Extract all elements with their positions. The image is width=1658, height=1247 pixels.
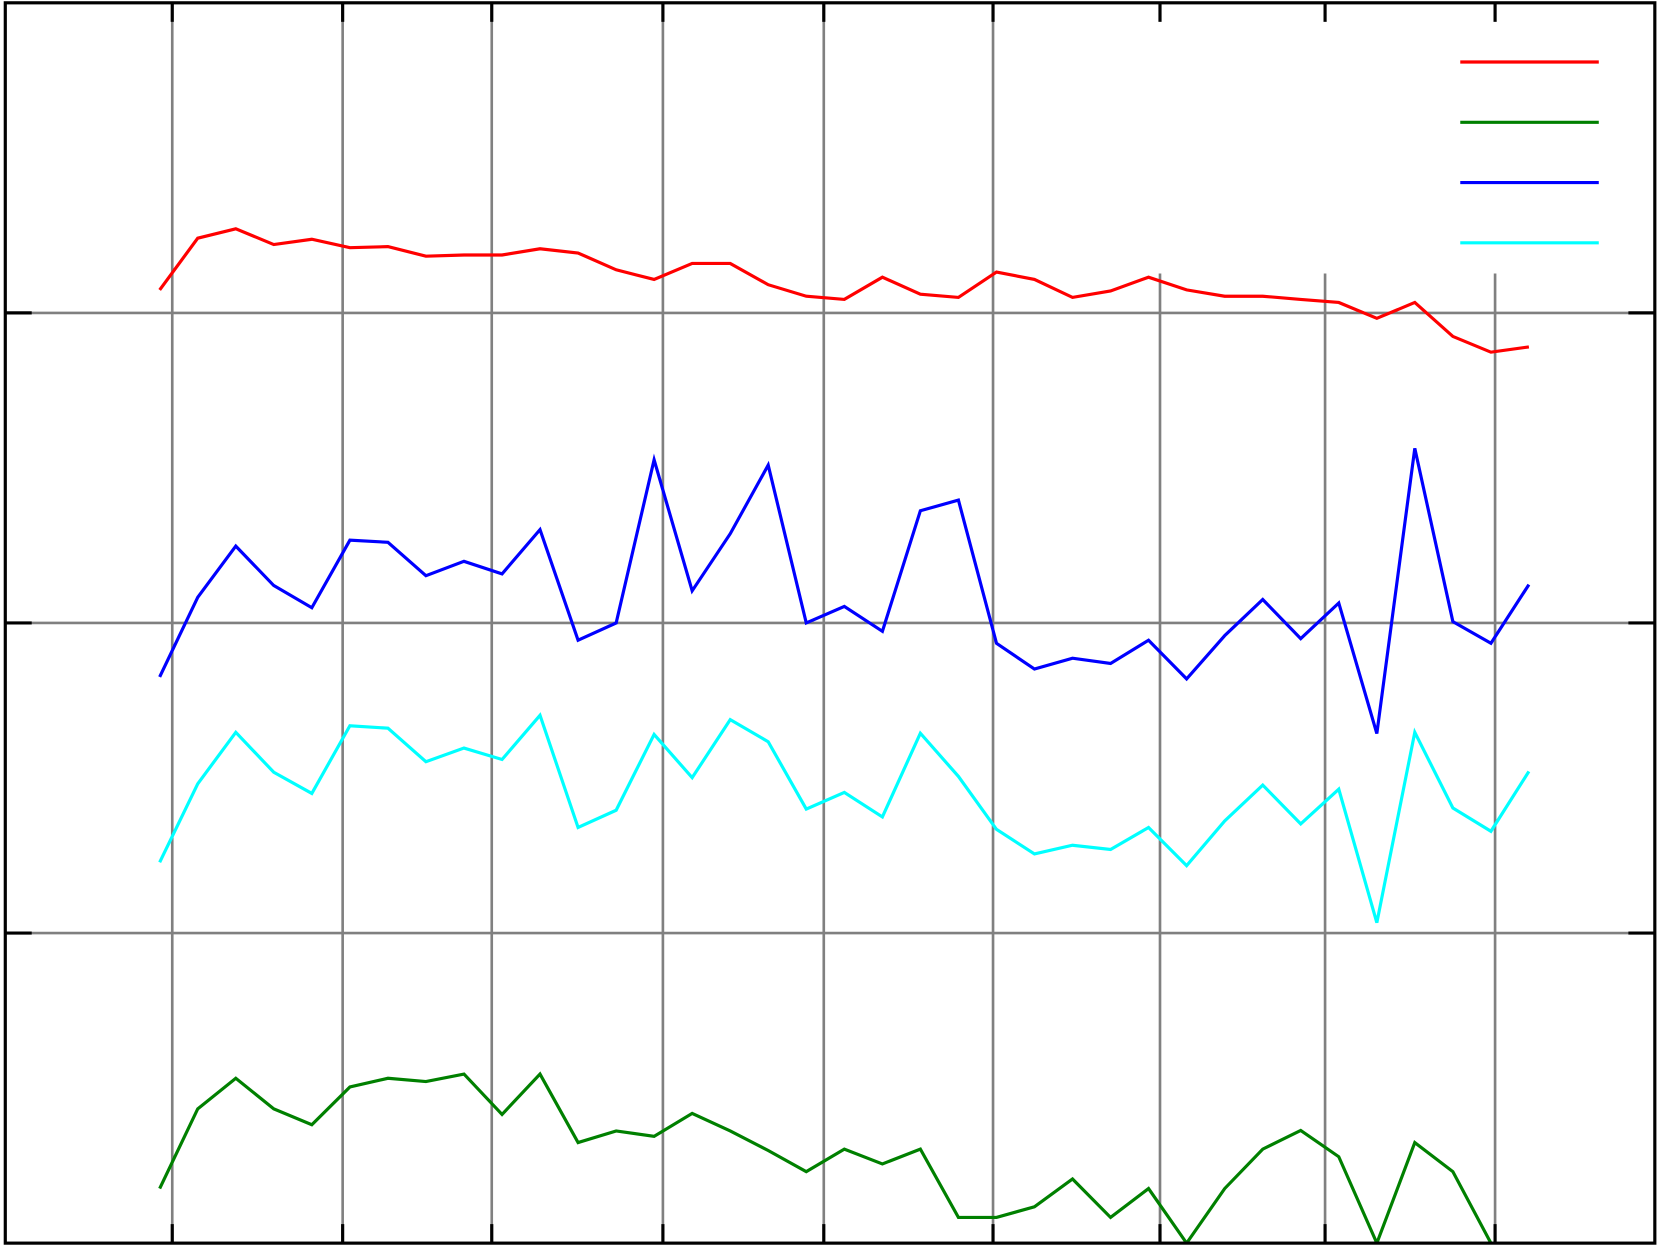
legend: [1147, 4, 1653, 274]
legend-box: [1147, 4, 1653, 274]
data-line: [158, 447, 1531, 735]
ticks: [5, 2, 1655, 1244]
data-line: [158, 227, 1530, 354]
grid: [5, 2, 1655, 1244]
plot-area: [158, 227, 1531, 1244]
data-line: [158, 1071, 1493, 1244]
data-line: [158, 712, 1531, 924]
